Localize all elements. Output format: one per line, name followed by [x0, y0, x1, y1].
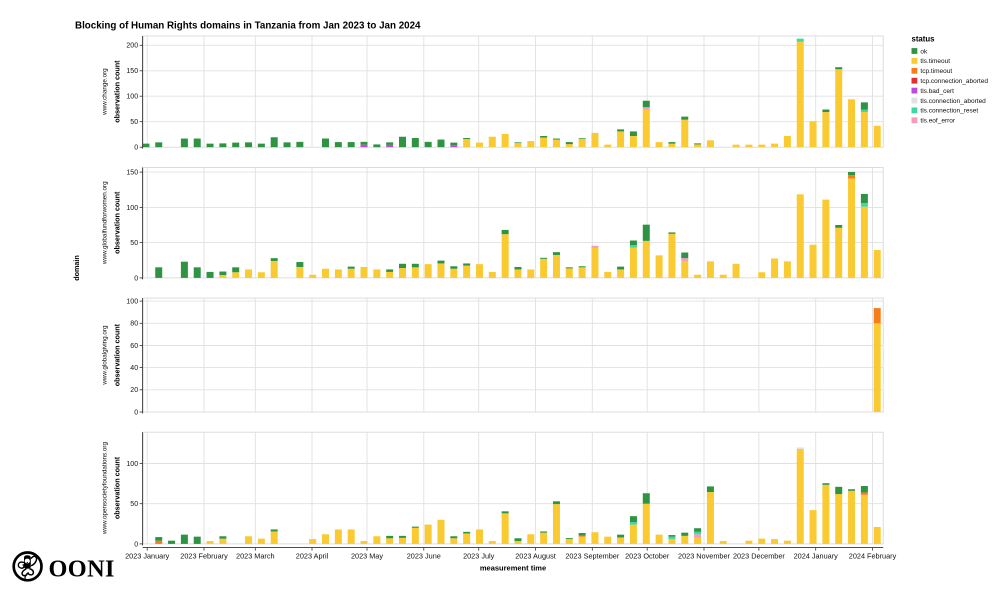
svg-text:100: 100 — [126, 94, 138, 101]
svg-text:2023 February: 2023 February — [180, 552, 228, 561]
svg-text:2023 March: 2023 March — [236, 552, 275, 561]
svg-text:100: 100 — [126, 461, 138, 468]
svg-text:observation count: observation count — [113, 60, 122, 123]
svg-text:observation count: observation count — [113, 191, 122, 254]
svg-text:2023 June: 2023 June — [407, 552, 441, 561]
svg-text:40: 40 — [130, 365, 138, 372]
svg-text:0: 0 — [134, 275, 138, 282]
svg-text:OONI: OONI — [49, 556, 115, 583]
svg-text:observation count: observation count — [113, 456, 122, 519]
svg-text:measurement time: measurement time — [480, 564, 546, 573]
svg-text:Blocking of Human Rights domai: Blocking of Human Rights domains in Tanz… — [75, 21, 421, 32]
svg-text:tls.timeout: tls.timeout — [920, 58, 950, 65]
svg-text:100: 100 — [126, 299, 138, 306]
svg-text:2023 May: 2023 May — [351, 552, 383, 561]
svg-text:50: 50 — [130, 501, 138, 508]
svg-text:www.globalgiving.org: www.globalgiving.org — [102, 325, 109, 386]
svg-text:2023 September: 2023 September — [565, 552, 620, 561]
svg-text:tls.bad_cert: tls.bad_cert — [920, 88, 954, 95]
svg-text:50: 50 — [130, 119, 138, 126]
svg-text:2023 August: 2023 August — [515, 552, 556, 561]
svg-text:2023 July: 2023 July — [463, 552, 495, 561]
svg-text:0: 0 — [134, 409, 138, 416]
svg-text:0: 0 — [134, 145, 138, 152]
svg-text:2023 December: 2023 December — [733, 552, 785, 561]
svg-text:www.change.org: www.change.org — [102, 68, 109, 116]
svg-text:2023 October: 2023 October — [625, 552, 670, 561]
svg-text:80: 80 — [130, 321, 138, 328]
svg-text:100: 100 — [126, 205, 138, 212]
svg-text:observation count: observation count — [113, 323, 122, 386]
svg-text:www.globalfundforwomen.org: www.globalfundforwomen.org — [102, 181, 109, 265]
svg-text:2023 January: 2023 January — [125, 552, 170, 561]
svg-text:2023 November: 2023 November — [678, 552, 730, 561]
svg-text:50: 50 — [130, 240, 138, 247]
svg-text:2024 January: 2024 January — [794, 552, 839, 561]
svg-text:2024 February: 2024 February — [849, 552, 897, 561]
svg-text:tcp.timeout: tcp.timeout — [920, 68, 952, 75]
svg-text:tcp.connection_aborted: tcp.connection_aborted — [920, 78, 988, 85]
svg-text:2023 April: 2023 April — [296, 552, 329, 561]
svg-text:status: status — [912, 35, 936, 44]
svg-text:20: 20 — [130, 387, 138, 394]
svg-text:tls.connection_aborted: tls.connection_aborted — [920, 98, 986, 105]
svg-text:150: 150 — [126, 170, 138, 177]
svg-text:domain: domain — [72, 255, 81, 281]
svg-text:tls.eof_error: tls.eof_error — [920, 118, 956, 125]
svg-text:0: 0 — [134, 541, 138, 548]
svg-text:150: 150 — [126, 68, 138, 75]
svg-text:tls.connection_reset: tls.connection_reset — [920, 108, 978, 115]
svg-text:www.opensocietyfoundations.org: www.opensocietyfoundations.org — [102, 441, 109, 535]
svg-text:60: 60 — [130, 343, 138, 350]
svg-text:200: 200 — [126, 43, 138, 50]
svg-text:ok: ok — [920, 48, 928, 55]
